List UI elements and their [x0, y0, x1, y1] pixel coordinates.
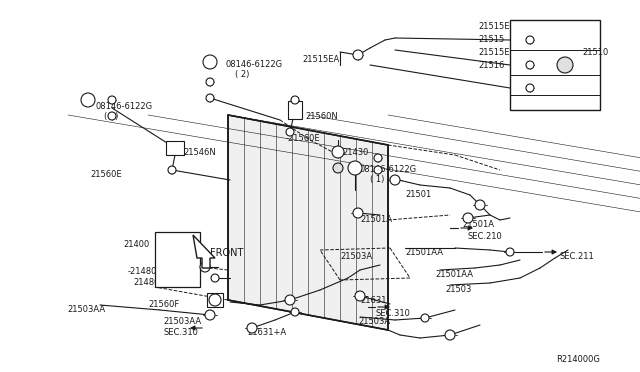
Text: 21515E: 21515E: [478, 22, 509, 31]
Text: SEC.310: SEC.310: [163, 328, 198, 337]
Text: 21515E: 21515E: [478, 48, 509, 57]
Text: 08146-6122G: 08146-6122G: [360, 165, 417, 174]
Circle shape: [348, 161, 362, 175]
Circle shape: [506, 248, 514, 256]
Text: 21560F: 21560F: [148, 300, 179, 309]
Circle shape: [81, 93, 95, 107]
Text: -21560E: -21560E: [286, 134, 321, 143]
Polygon shape: [228, 115, 388, 330]
Text: SEC.211: SEC.211: [560, 252, 595, 261]
Text: 21560E: 21560E: [90, 170, 122, 179]
Bar: [510, 20, 600, 110]
Text: 21515: 21515: [478, 35, 504, 44]
Circle shape: [291, 308, 299, 316]
Circle shape: [285, 295, 295, 305]
Circle shape: [108, 112, 116, 120]
Circle shape: [108, 96, 116, 104]
Text: 21501AA: 21501AA: [435, 270, 473, 279]
Circle shape: [205, 310, 215, 320]
Circle shape: [463, 213, 473, 223]
Circle shape: [211, 274, 219, 282]
Text: 21501A: 21501A: [462, 220, 494, 229]
Text: 21546N: 21546N: [183, 148, 216, 157]
Text: 21503AA: 21503AA: [163, 317, 201, 326]
Circle shape: [168, 166, 176, 174]
Text: 21501: 21501: [405, 190, 431, 199]
Circle shape: [353, 208, 363, 218]
Text: 21480: 21480: [133, 278, 159, 287]
Circle shape: [286, 128, 294, 136]
Text: 08146-6122G: 08146-6122G: [95, 102, 152, 111]
Circle shape: [526, 36, 534, 44]
Text: 21430: 21430: [342, 148, 369, 157]
Circle shape: [390, 175, 400, 185]
Bar: [155, 232, 200, 287]
Circle shape: [557, 57, 573, 73]
Circle shape: [332, 146, 344, 158]
Text: 21503A: 21503A: [340, 252, 372, 261]
Circle shape: [421, 314, 429, 322]
Polygon shape: [193, 235, 215, 268]
Circle shape: [291, 96, 299, 104]
Circle shape: [445, 330, 455, 340]
Circle shape: [206, 94, 214, 102]
Text: 21503: 21503: [445, 285, 472, 294]
Bar: [166, 141, 184, 155]
Text: ( 2): ( 2): [104, 112, 118, 121]
Text: ( 2): ( 2): [235, 70, 250, 79]
Text: R214000G: R214000G: [556, 355, 600, 364]
Text: 21515EA: 21515EA: [303, 55, 340, 64]
Circle shape: [209, 294, 221, 306]
Bar: [207, 293, 223, 307]
Text: SEC.210: SEC.210: [468, 232, 503, 241]
Circle shape: [353, 50, 363, 60]
Text: 21631: 21631: [360, 296, 387, 305]
Circle shape: [200, 262, 210, 272]
Bar: [288, 101, 302, 119]
Text: B: B: [85, 96, 91, 105]
Circle shape: [206, 78, 214, 86]
Circle shape: [247, 323, 257, 333]
Circle shape: [526, 61, 534, 69]
Text: B: B: [352, 164, 358, 173]
Text: B: B: [207, 58, 213, 67]
Text: 21501A: 21501A: [360, 215, 392, 224]
Text: 08146-6122G: 08146-6122G: [226, 60, 283, 69]
Text: -21480E: -21480E: [128, 267, 163, 276]
Circle shape: [374, 166, 382, 174]
Text: 21503A: 21503A: [358, 317, 390, 326]
Circle shape: [333, 163, 343, 173]
Circle shape: [526, 84, 534, 92]
Text: 21510: 21510: [582, 48, 608, 57]
Text: 21501AA: 21501AA: [405, 248, 443, 257]
Text: 21631+A: 21631+A: [247, 328, 286, 337]
Circle shape: [203, 55, 217, 69]
Circle shape: [475, 200, 485, 210]
Text: 21560N: 21560N: [305, 112, 338, 121]
Text: FRONT: FRONT: [210, 248, 243, 258]
Text: SEC.310: SEC.310: [375, 309, 410, 318]
Text: 21400: 21400: [123, 240, 149, 249]
Circle shape: [374, 154, 382, 162]
Text: 21503AA: 21503AA: [67, 305, 105, 314]
Text: 21516: 21516: [478, 61, 504, 70]
Circle shape: [355, 291, 365, 301]
Text: ( 1): ( 1): [370, 175, 385, 184]
